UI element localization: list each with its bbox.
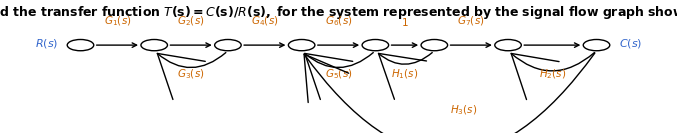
Text: $G_7(s)$: $G_7(s)$ (458, 14, 485, 28)
Text: $H_1(s)$: $H_1(s)$ (391, 68, 418, 81)
Circle shape (584, 40, 610, 51)
FancyArrowPatch shape (305, 53, 373, 99)
Circle shape (421, 40, 447, 51)
FancyArrowPatch shape (511, 53, 594, 100)
FancyArrowPatch shape (304, 53, 595, 134)
Circle shape (141, 40, 167, 51)
Text: $\mathbf{Find\ the\ transfer\ function\ }$$\mathbf{\mathit{T}(s) = \mathit{C}(s): $\mathbf{Find\ the\ transfer\ function\ … (0, 4, 677, 21)
Text: $G_6(s)$: $G_6(s)$ (325, 14, 352, 28)
Text: $H_2(s)$: $H_2(s)$ (539, 68, 566, 81)
Text: $G_2(s)$: $G_2(s)$ (177, 14, 205, 28)
Text: $R(s)$: $R(s)$ (35, 37, 58, 50)
Text: $G_5(s)$: $G_5(s)$ (325, 68, 352, 81)
Text: $1$: $1$ (401, 16, 409, 28)
Text: $H_3(s)$: $H_3(s)$ (450, 103, 477, 117)
Text: $G_3(s)$: $G_3(s)$ (177, 68, 205, 81)
FancyArrowPatch shape (157, 53, 226, 99)
Circle shape (288, 40, 315, 51)
Circle shape (362, 40, 389, 51)
FancyArrowPatch shape (378, 53, 432, 99)
Circle shape (67, 40, 93, 51)
Circle shape (215, 40, 241, 51)
Text: $C(s)$: $C(s)$ (619, 37, 642, 50)
Circle shape (495, 40, 521, 51)
Text: $G_4(s)$: $G_4(s)$ (251, 14, 278, 28)
Text: $G_1(s)$: $G_1(s)$ (104, 14, 131, 28)
